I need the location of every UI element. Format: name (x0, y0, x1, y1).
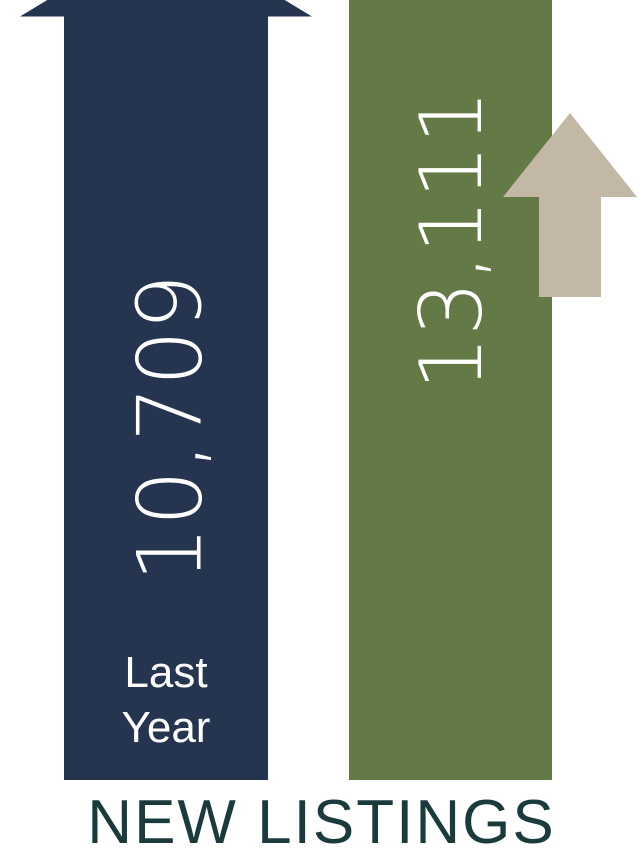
data-label-1: 10,709 (119, 274, 222, 582)
bars-group (20, 0, 637, 780)
chart-title: NEW LISTINGS (87, 788, 556, 857)
trend-up-arrow-icon (503, 113, 637, 297)
data-label-2: 13,111 (402, 90, 502, 391)
bar-last-year (20, 0, 312, 780)
bar-current (349, 0, 552, 780)
labels-group: 10,709 13,111 Last Year (119, 90, 503, 752)
category-label-last-year: Last Year (122, 648, 211, 752)
